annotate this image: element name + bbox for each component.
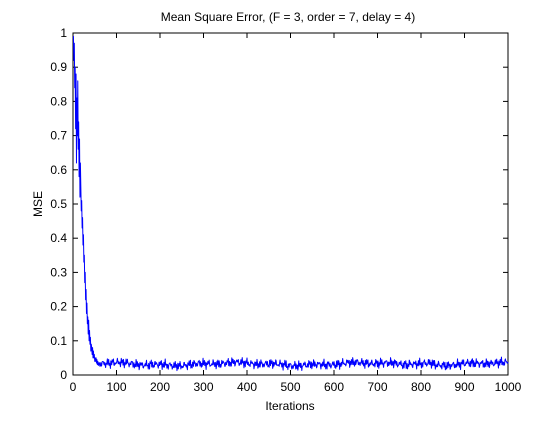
x-tick-label: 500 [280, 380, 300, 394]
x-tick-label: 0 [70, 380, 77, 394]
chart-title: Mean Square Error, (F = 3, order = 7, de… [161, 10, 415, 24]
y-tick-label: 0.1 [50, 334, 67, 348]
x-tick-label: 400 [237, 380, 257, 394]
x-axis-ticks: 0 100 200 300 400 500 600 700 800 900 1000 [70, 33, 522, 394]
y-tick-label: 0.4 [50, 231, 67, 245]
x-tick-label: 200 [150, 380, 170, 394]
y-tick-label: 0.2 [50, 300, 67, 314]
x-tick-label: 800 [411, 380, 431, 394]
x-tick-label: 1000 [495, 380, 522, 394]
x-tick-label: 900 [454, 380, 474, 394]
y-axis-label: MSE [31, 191, 45, 217]
y-tick-label: 0.3 [50, 265, 67, 279]
y-tick-label: 0.7 [50, 129, 67, 143]
x-tick-label: 700 [367, 380, 387, 394]
y-tick-label: 0.5 [50, 197, 67, 211]
y-tick-label: 1 [60, 26, 67, 40]
x-tick-label: 300 [193, 380, 213, 394]
y-tick-label: 0.6 [50, 163, 67, 177]
x-tick-label: 600 [324, 380, 344, 394]
y-tick-label: 0 [60, 368, 67, 382]
y-tick-label: 0.8 [50, 94, 67, 108]
y-axis-ticks: 0 0.1 0.2 0.3 0.4 0.5 0.6 0.7 0.8 0.9 1 [50, 26, 508, 382]
mse-series-line [72, 35, 509, 372]
y-tick-label: 0.9 [50, 60, 67, 74]
x-axis-label: Iterations [265, 399, 314, 413]
series-group [72, 35, 509, 372]
x-tick-label: 100 [106, 380, 126, 394]
